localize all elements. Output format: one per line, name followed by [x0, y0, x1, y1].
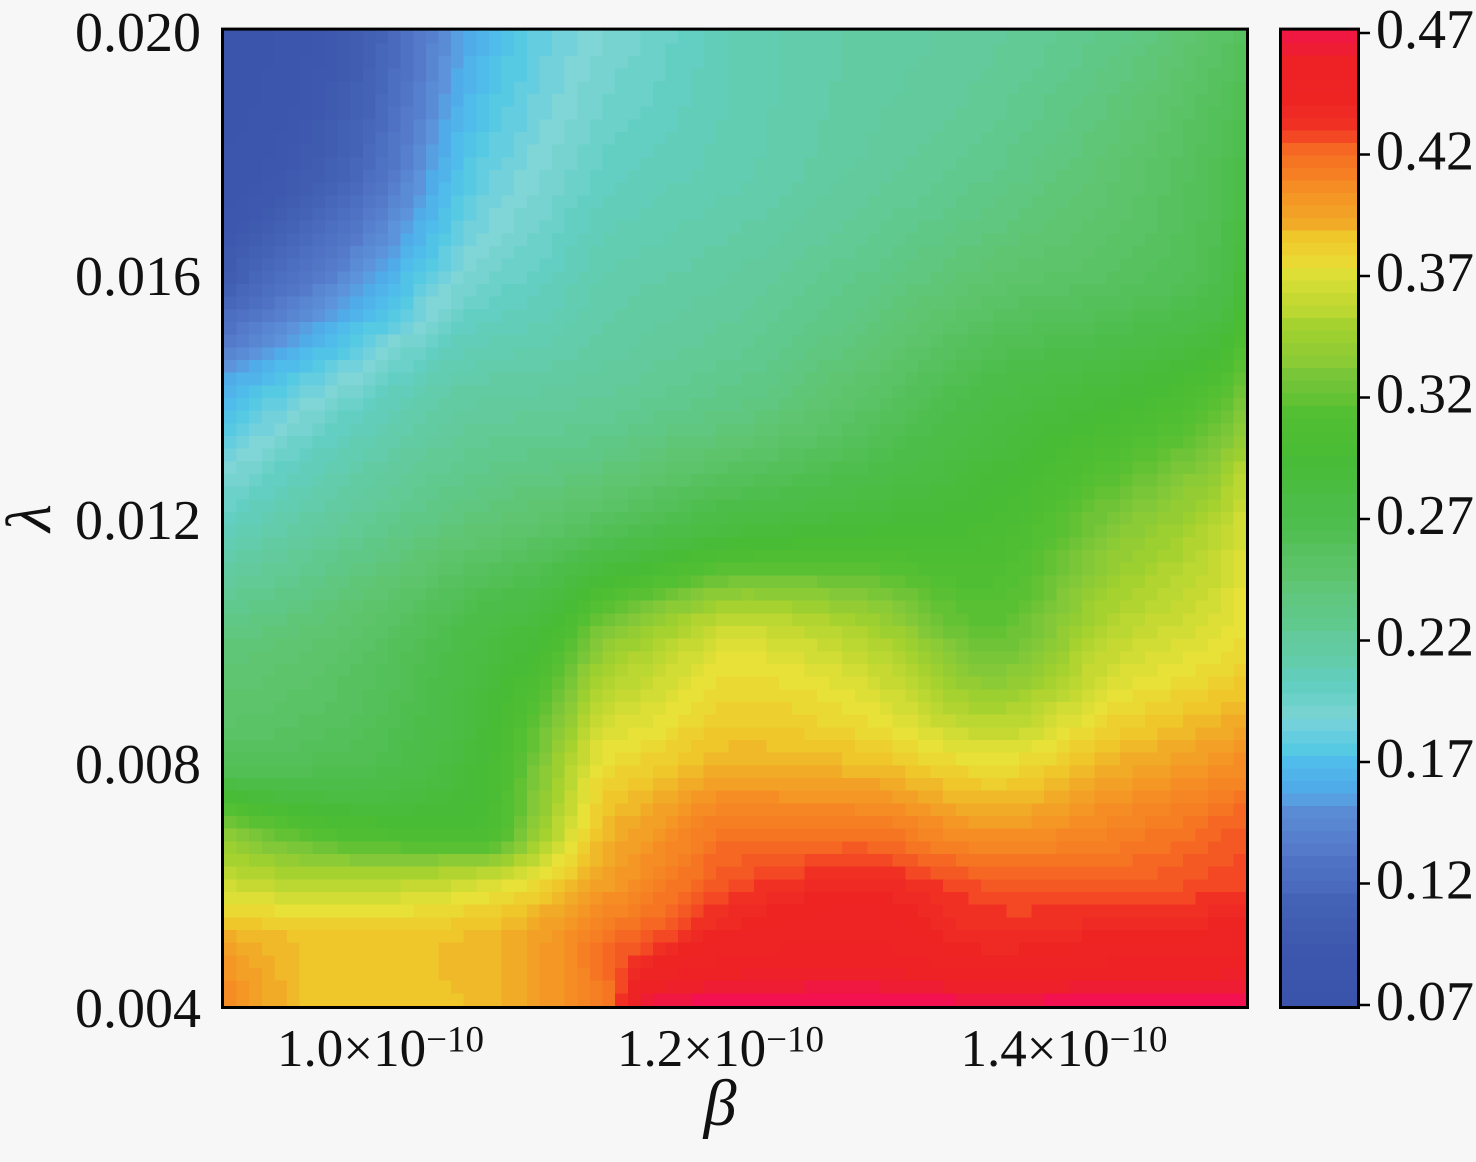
svg-text:0.004: 0.004: [75, 978, 201, 1040]
svg-text:0.07: 0.07: [1376, 971, 1474, 1033]
svg-text:0.016: 0.016: [75, 246, 201, 308]
svg-text:0.27: 0.27: [1376, 485, 1474, 547]
svg-text:0.008: 0.008: [75, 734, 201, 796]
svg-text:β: β: [702, 1067, 737, 1140]
svg-text:0.37: 0.37: [1376, 242, 1474, 304]
svg-text:λ: λ: [0, 504, 64, 534]
svg-text:0.17: 0.17: [1376, 728, 1474, 790]
svg-text:0.47: 0.47: [1376, 0, 1474, 61]
svg-text:0.42: 0.42: [1376, 121, 1474, 183]
svg-text:0.020: 0.020: [75, 2, 201, 64]
svg-text:0.012: 0.012: [75, 490, 201, 552]
svg-text:0.32: 0.32: [1376, 364, 1474, 426]
svg-text:0.22: 0.22: [1376, 607, 1474, 669]
svg-text:0.12: 0.12: [1376, 850, 1474, 912]
